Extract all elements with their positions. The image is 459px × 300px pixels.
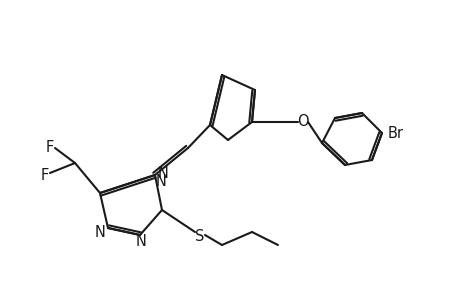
Text: F: F [41, 167, 49, 182]
Text: N: N [95, 226, 105, 241]
Text: Br: Br [387, 125, 403, 140]
Text: O: O [297, 115, 308, 130]
Text: F: F [46, 140, 54, 154]
Text: N: N [155, 173, 166, 188]
Text: N: N [135, 235, 146, 250]
Text: N: N [157, 166, 168, 181]
Text: S: S [195, 230, 204, 244]
